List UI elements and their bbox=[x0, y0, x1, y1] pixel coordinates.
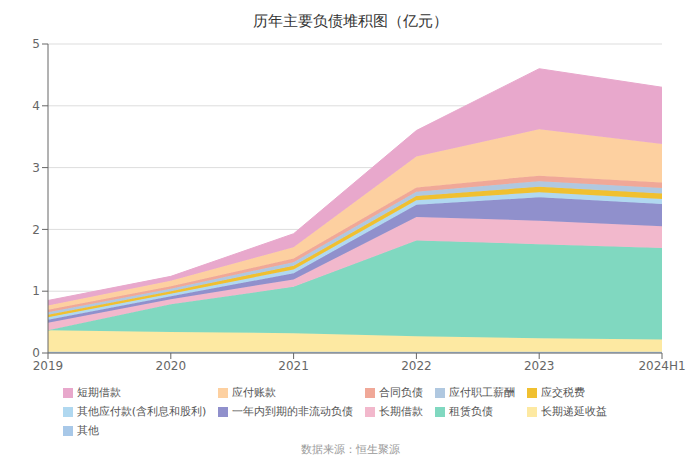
svg-text:0: 0 bbox=[32, 346, 40, 360]
html-text:其他: 其他 bbox=[76, 424, 99, 437]
html-text:长期借款: 长期借款 bbox=[379, 405, 424, 418]
html-text:历年主要负债堆积图（亿元）: 历年主要负债堆积图（亿元） bbox=[252, 12, 448, 30]
svg-text:2021: 2021 bbox=[278, 359, 309, 373]
html-text:合同负债: 合同负债 bbox=[379, 386, 424, 399]
html-text:一年内到期的非流动负债: 一年内到期的非流动负债 bbox=[232, 405, 354, 418]
svg-text:2024H1: 2024H1 bbox=[638, 359, 685, 373]
svg-text:3: 3 bbox=[32, 161, 40, 175]
html-text:短期借款: 短期借款 bbox=[76, 386, 121, 399]
html-text:应交税费: 应交税费 bbox=[541, 386, 586, 399]
svg-text:2019: 2019 bbox=[33, 359, 64, 373]
html-text:长期递延收益: 长期递延收益 bbox=[541, 405, 608, 418]
html-text:租赁负债: 租赁负债 bbox=[449, 405, 494, 418]
html-text:应付职工薪酬: 应付职工薪酬 bbox=[449, 386, 516, 399]
svg-text:2022: 2022 bbox=[401, 359, 432, 373]
svg-text:5: 5 bbox=[32, 37, 40, 51]
svg-text:4: 4 bbox=[32, 99, 40, 113]
html-text:应付账款: 应付账款 bbox=[232, 386, 277, 399]
html-text:数据来源：恒生聚源: 数据来源：恒生聚源 bbox=[300, 443, 400, 456]
html-text:其他应付款(含利息和股利): 其他应付款(含利息和股利) bbox=[76, 405, 207, 418]
svg-text:2: 2 bbox=[32, 223, 40, 237]
svg-text:1: 1 bbox=[32, 284, 40, 298]
svg-text:2020: 2020 bbox=[156, 359, 187, 373]
svg-text:2023: 2023 bbox=[524, 359, 555, 373]
